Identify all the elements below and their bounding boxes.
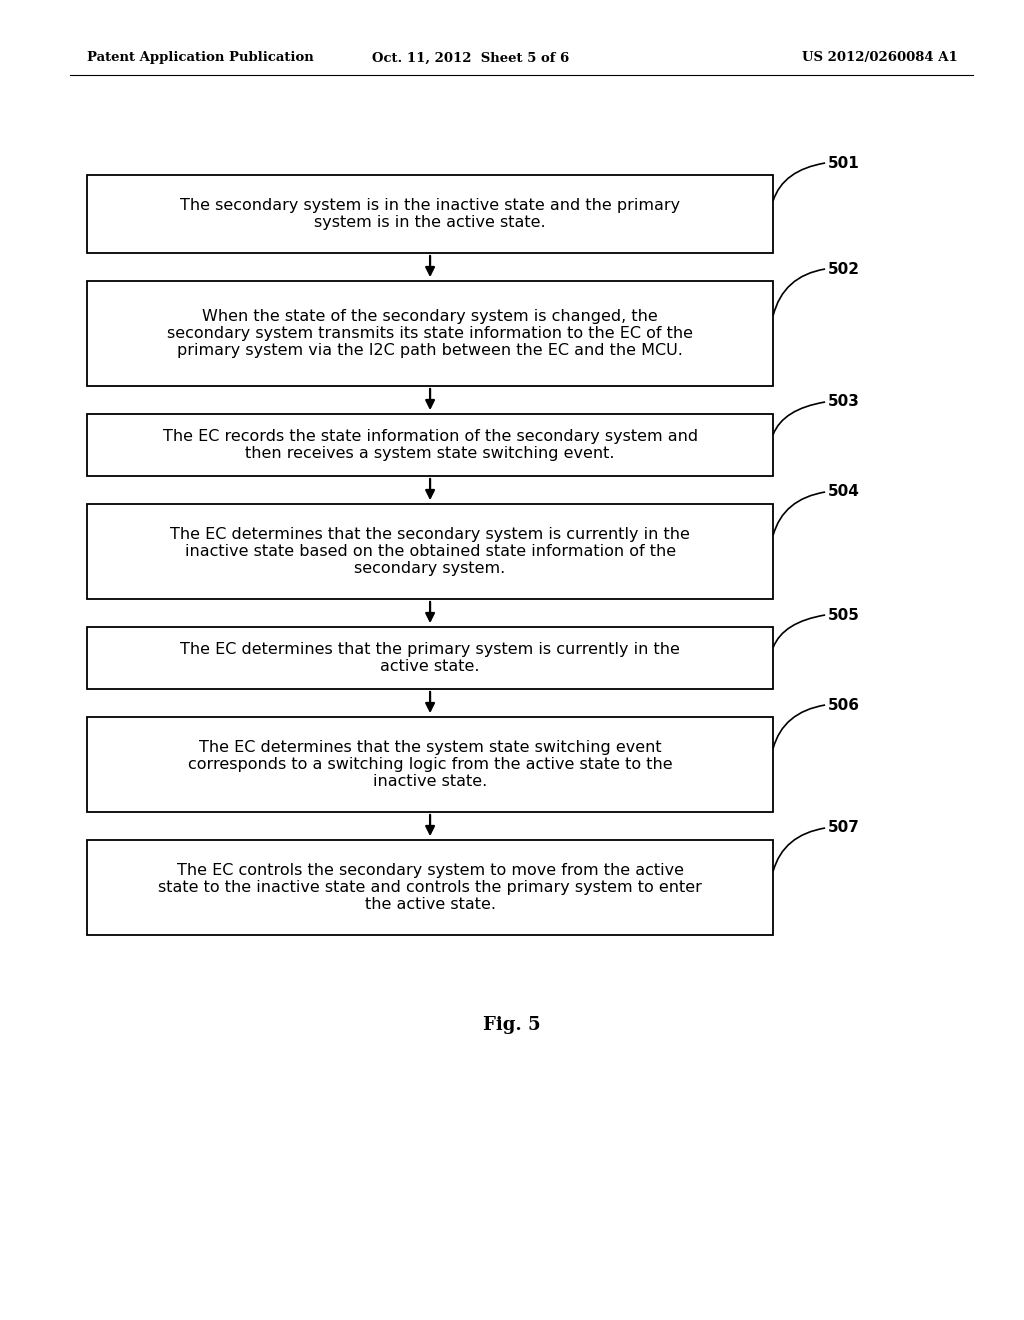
Text: The EC determines that the secondary system is currently in the
inactive state b: The EC determines that the secondary sys… [170,527,690,577]
Text: The EC determines that the system state switching event
corresponds to a switchi: The EC determines that the system state … [187,739,673,789]
Bar [87,627,773,689]
Bar [87,504,773,599]
Text: The EC controls the secondary system to move from the active
state to the inacti: The EC controls the secondary system to … [158,862,702,912]
Text: Oct. 11, 2012  Sheet 5 of 6: Oct. 11, 2012 Sheet 5 of 6 [373,51,569,65]
Text: 506: 506 [828,697,860,713]
Bar [87,176,773,253]
Text: Fig. 5: Fig. 5 [483,1016,541,1034]
Text: 502: 502 [828,261,860,276]
Text: The secondary system is in the inactive state and the primary
system is in the a: The secondary system is in the inactive … [180,198,680,230]
Text: US 2012/0260084 A1: US 2012/0260084 A1 [802,51,957,65]
Text: 503: 503 [828,395,860,409]
Bar [87,840,773,935]
Bar [87,281,773,385]
Text: The EC records the state information of the secondary system and
then receives a: The EC records the state information of … [163,429,697,461]
Text: 504: 504 [828,484,860,499]
Text: When the state of the secondary system is changed, the
secondary system transmit: When the state of the secondary system i… [167,309,693,359]
Text: 501: 501 [828,156,860,170]
Text: 507: 507 [828,821,860,836]
Text: The EC determines that the primary system is currently in the
active state.: The EC determines that the primary syste… [180,642,680,675]
Bar [87,414,773,477]
Bar [87,717,773,812]
Text: 505: 505 [828,607,860,623]
Text: Patent Application Publication: Patent Application Publication [87,51,313,65]
